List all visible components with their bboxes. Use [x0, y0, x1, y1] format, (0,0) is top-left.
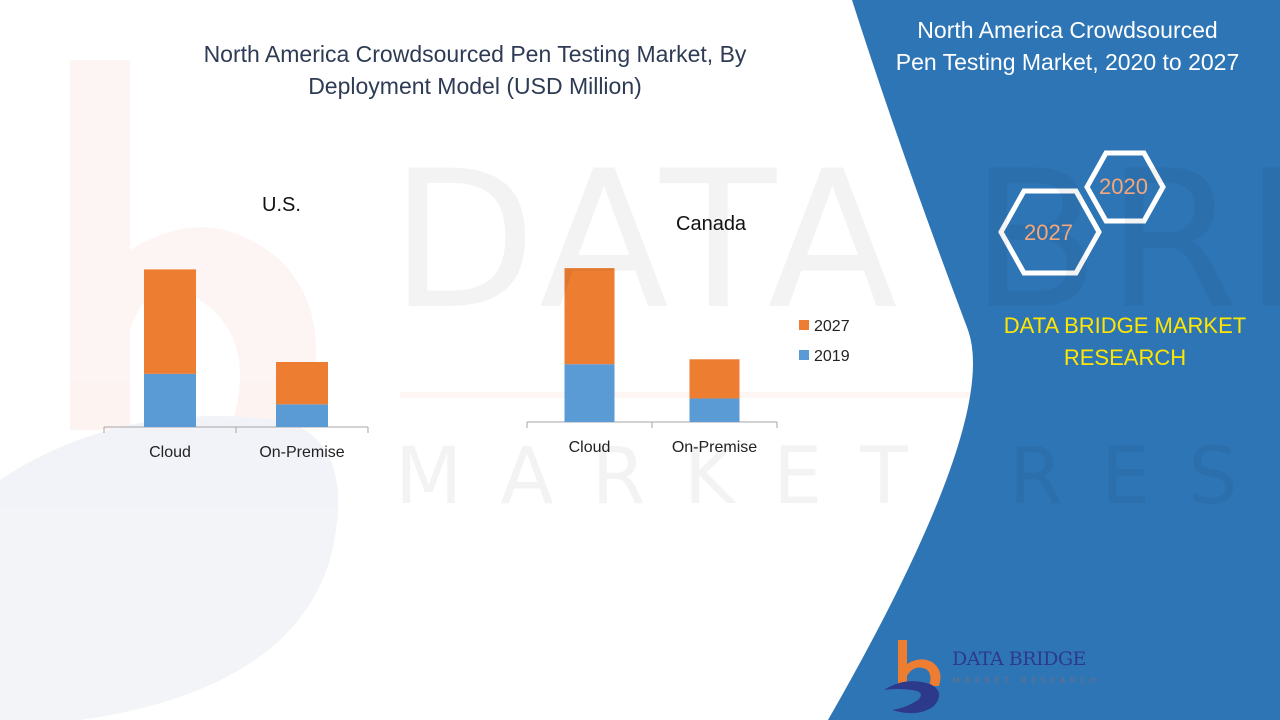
bar-us-cloud-2019 — [144, 373, 196, 427]
logo-swoosh — [884, 681, 940, 714]
watermark-rule — [400, 392, 1220, 398]
logo-tagline: MARKET RESEARCH — [953, 676, 1101, 685]
bar-canada-on-premise-2019 — [689, 398, 740, 422]
logo-name: DATA BRIDGE — [952, 648, 1086, 670]
hex-label-2020: 2020 — [1099, 174, 1148, 199]
side-panel — [828, 0, 1280, 720]
watermark-b-swoosh — [0, 416, 339, 720]
hexagon-2020 — [1084, 150, 1166, 224]
legend-swatch-2027 — [799, 320, 809, 330]
main-title: North America Crowdsourced Pen Testing M… — [203, 41, 747, 99]
logo-b-shape — [898, 640, 941, 688]
legend-label-2019: 2019 — [814, 348, 850, 365]
x-tick-label-us: On-Premise — [259, 444, 344, 461]
x-tick-label-canada: Cloud — [569, 439, 611, 456]
hex-label-2027: 2027 — [1024, 220, 1073, 245]
bar-us-cloud-2027 — [144, 269, 196, 374]
x-tick-label-canada: On-Premise — [672, 439, 757, 456]
bar-canada-on-premise-2027 — [689, 359, 740, 399]
bar-canada-cloud-2027 — [564, 268, 615, 365]
watermark-logo — [0, 60, 339, 720]
bar-canada-cloud-2019 — [564, 364, 615, 422]
logo-icon — [884, 640, 941, 714]
hexagon-2027 — [998, 188, 1102, 276]
bar-us-on-premise-2019 — [276, 404, 328, 427]
brand-name: DATA BRIDGE MARKET RESEARCH — [1003, 313, 1247, 370]
chart-title-us: U.S. — [262, 194, 301, 216]
chart-title-canada: Canada — [676, 213, 747, 235]
legend-label-2027: 2027 — [814, 318, 850, 335]
legend-swatch-2019 — [799, 350, 809, 360]
x-tick-label-us: Cloud — [149, 444, 191, 461]
side-panel-title: North America Crowdsourced Pen Testing M… — [895, 17, 1240, 75]
bar-us-on-premise-2027 — [276, 361, 328, 405]
watermark-b-stem — [70, 60, 316, 430]
